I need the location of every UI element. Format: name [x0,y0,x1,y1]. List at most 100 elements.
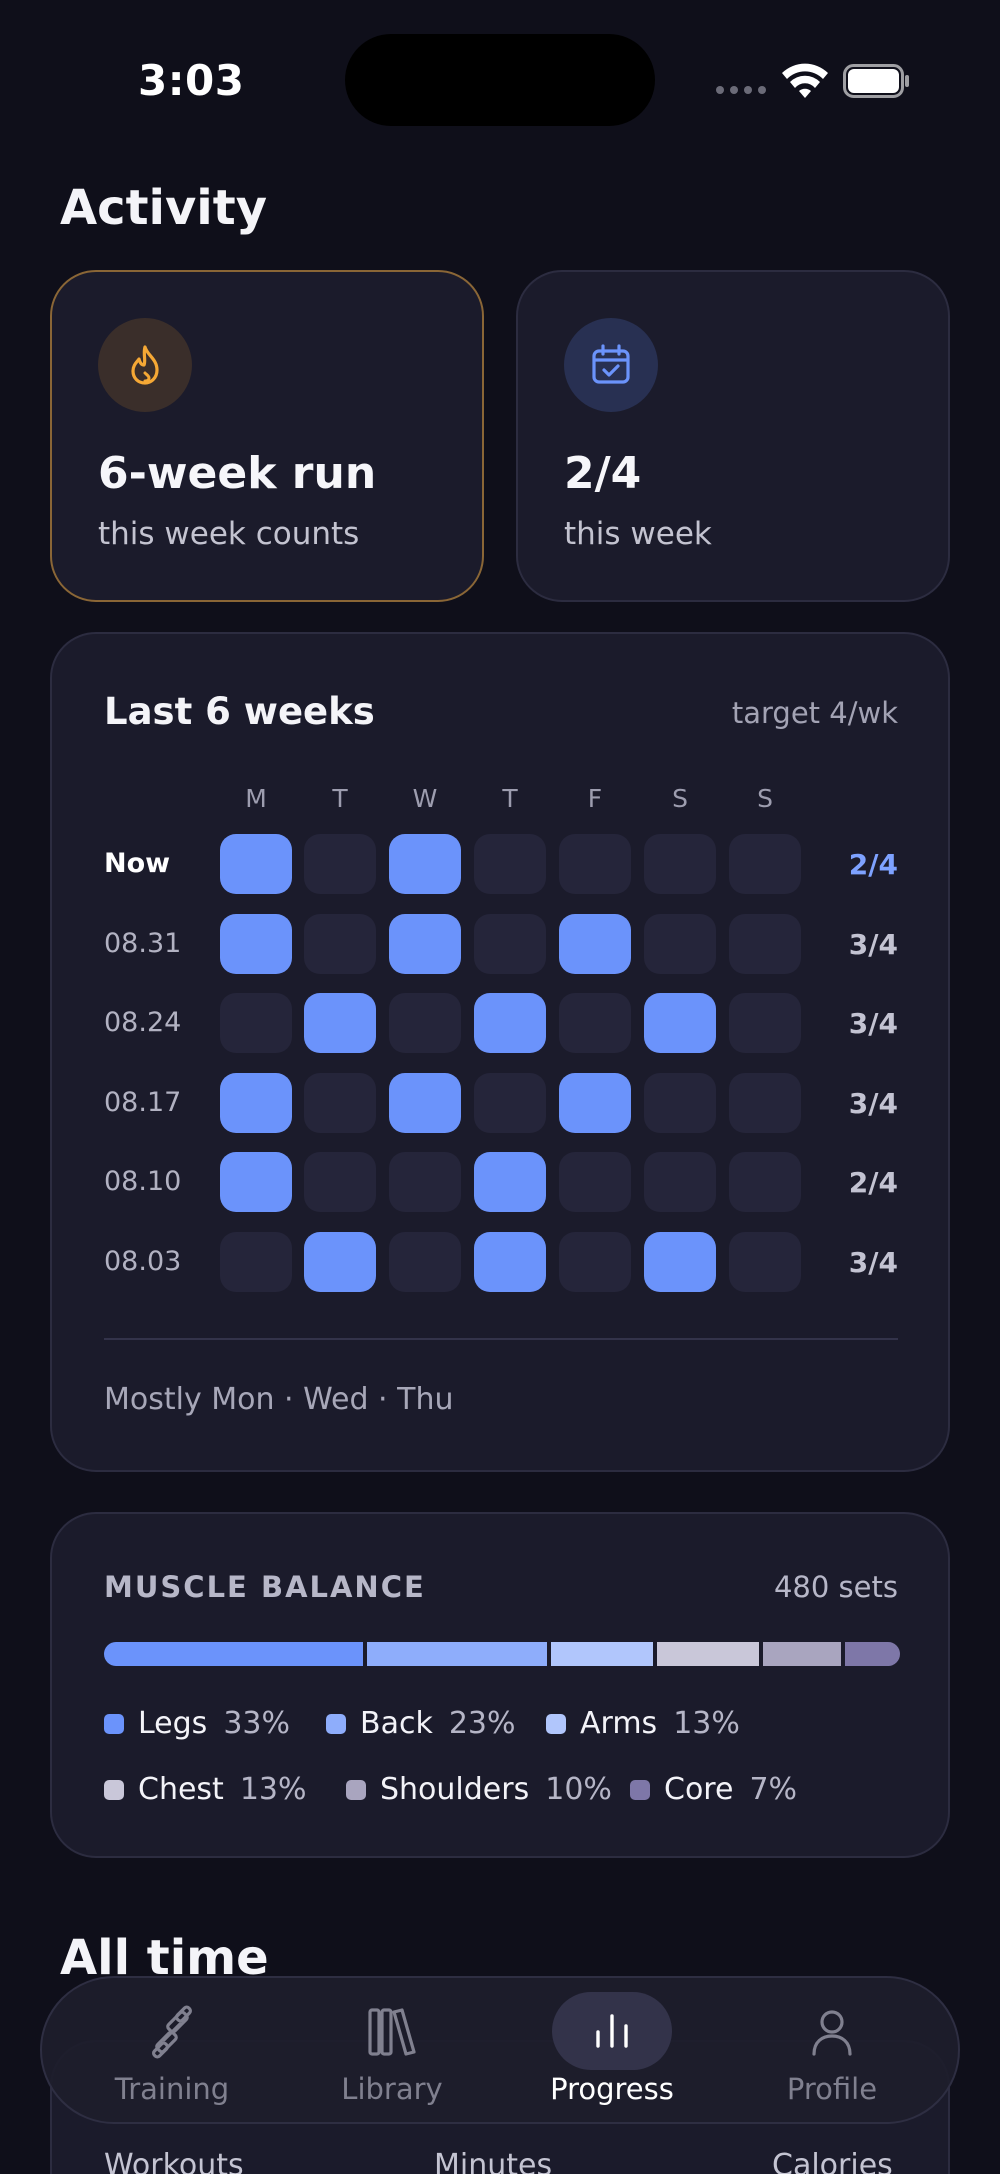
tab-training-label: Training [114,2072,230,2106]
last-weeks-card: Last 6 weeks target 4/wk Mostly Mon · We… [50,632,950,1472]
day-header: F [587,784,603,813]
week-row-count: 3/4 [848,927,898,961]
legend-percent: 23% [448,1706,516,1741]
day-cell-empty [389,1231,461,1292]
divider [104,1338,898,1340]
day-cell-empty [644,834,716,894]
legend-percent: 13% [673,1706,740,1741]
day-cell-active [559,913,631,974]
legend-name: Shoulders [380,1772,530,1807]
tab-training[interactable]: Training [72,1978,272,2126]
legend-swatch [104,1713,124,1734]
muscle-segment-back [366,1642,547,1666]
legend-item-arms: Arms 13% [546,1706,740,1741]
day-header: M [245,784,267,813]
week-row-label: 08.17 [104,1086,182,1118]
week-row-count: 3/4 [848,1245,898,1279]
day-header: T [332,784,348,813]
day-header: S [757,784,773,813]
legend-percent: 10% [545,1772,612,1807]
flame-icon [98,318,192,412]
day-cell-empty [474,913,546,974]
week-progress-card[interactable]: 2/4 this week [516,270,950,602]
week-row-count: 2/4 [848,848,898,881]
day-cell-empty [729,1231,801,1292]
day-header: S [672,784,688,813]
tab-library[interactable]: Library [292,1978,492,2126]
day-cell-empty [729,993,801,1053]
tab-progress-label: Progress [550,2072,674,2106]
all-time-workouts-label: Workouts [104,2148,244,2174]
day-cell-empty [474,1072,546,1133]
week-row-label: Now [104,848,171,879]
dynamic-island [345,34,655,126]
week-row-label: 08.03 [104,1245,182,1277]
day-cell-active [389,834,461,894]
day-cell-empty [729,834,801,894]
calendar-check-icon [564,318,658,412]
legend-name: Legs [138,1706,208,1741]
muscle-segment-legs [104,1642,363,1666]
legend-name: Core [664,1772,734,1807]
tab-profile[interactable]: Profile [732,1978,932,2126]
legend-swatch [104,1779,124,1800]
day-cell-empty [304,1152,376,1212]
streak-subtitle: this week counts [98,516,360,552]
all-time-minutes-label: Minutes [434,2148,553,2174]
day-cell-active [474,993,546,1053]
legend-item-chest: Chest 13% [104,1772,307,1807]
streak-card[interactable]: 6-week run this week counts [50,270,484,602]
day-cell-empty [389,993,461,1053]
status-time: 3:03 [138,56,245,105]
dumbbell-icon [152,2005,192,2059]
day-cell-empty [559,1152,631,1212]
muscle-segment-core [845,1642,900,1666]
muscle-segment-chest [656,1642,759,1666]
day-cell-empty [220,993,292,1053]
day-cell-empty [389,1152,461,1212]
muscle-total-sets: 480 sets [773,1570,898,1604]
muscle-segment-shoulders [762,1642,842,1666]
week-row-label: 08.31 [104,927,182,959]
legend-percent: 7% [749,1772,798,1807]
cellular-signal-icon [716,86,766,94]
day-cell-active [389,913,461,974]
muscle-balance-card: MUSCLE BALANCE 480 sets Legs 33% Back 23% Ar… [50,1512,950,1858]
day-cell-empty [220,1231,292,1292]
legend-swatch [346,1779,366,1800]
legend-item-back: Back 23% [326,1706,516,1741]
day-cell-active [389,1072,461,1133]
week-row-label: 08.10 [104,1166,182,1197]
day-cell-active [559,1072,631,1133]
activity-title: Activity [60,180,267,236]
day-cell-empty [474,834,546,894]
legend-name: Back [360,1706,433,1741]
muscle-segment-arms [550,1642,653,1666]
day-cell-empty [644,1072,716,1133]
legend-percent: 33% [223,1706,291,1741]
wifi-icon [782,63,828,98]
status-bar: 3:03 [0,0,1000,160]
week-row-count: 3/4 [848,1086,898,1120]
day-cell-empty [304,913,376,974]
day-cell-empty [729,1072,801,1133]
day-cell-empty [644,913,716,974]
day-cell-empty [729,913,801,974]
tab-profile-label: Profile [786,2072,878,2106]
library-icon [368,2008,416,2056]
weeks-target: target 4/wk [731,696,898,730]
day-cell-active [644,1231,716,1292]
tab-library-label: Library [341,2072,443,2106]
day-cell-active [220,913,292,974]
tab-progress[interactable]: Progress [512,1978,712,2126]
legend-swatch [546,1713,566,1734]
legend-swatch [326,1713,346,1734]
battery-icon [843,64,909,98]
day-header: T [502,784,518,813]
day-cell-empty [729,1152,801,1212]
day-cell-active [474,1152,546,1212]
legend-name: Chest [138,1772,224,1807]
legend-name: Arms [580,1706,658,1741]
legend-percent: 13% [239,1772,307,1807]
week-row-count: 2/4 [848,1166,898,1199]
